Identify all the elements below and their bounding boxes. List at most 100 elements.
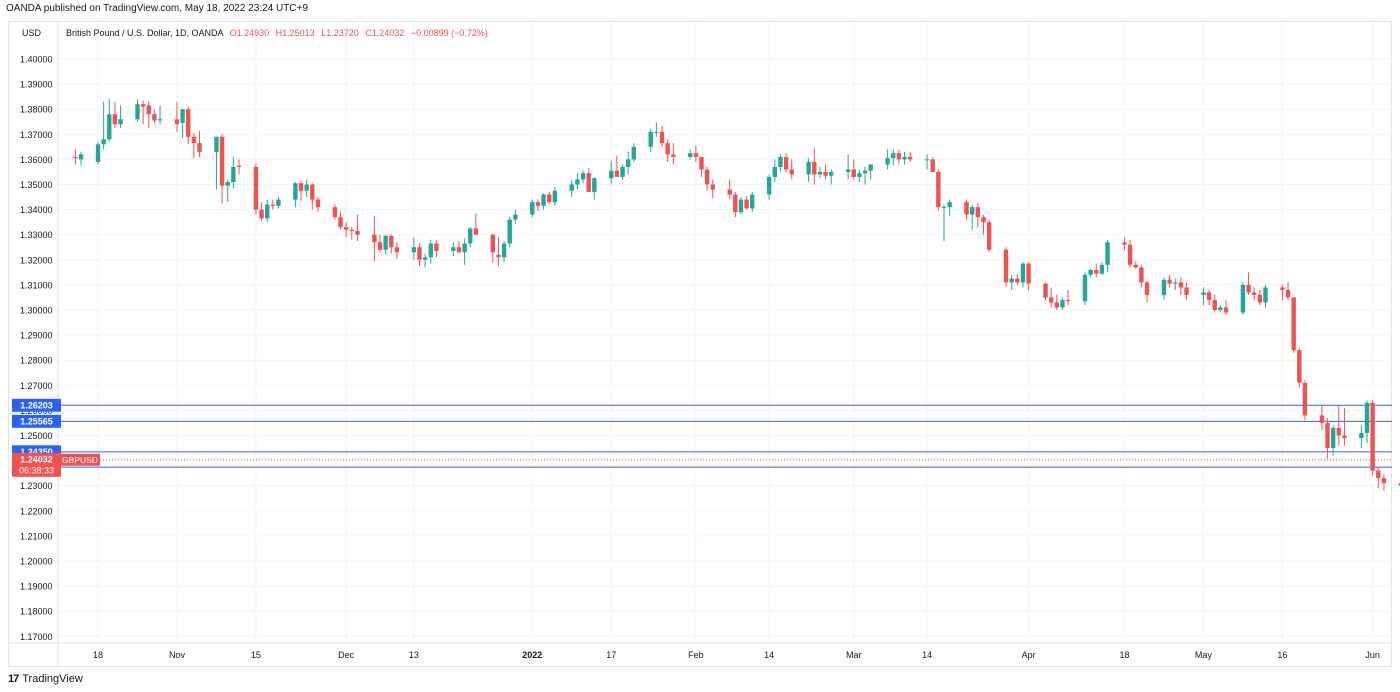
x-tick-label: Apr — [1022, 650, 1036, 660]
candle-body — [332, 207, 338, 218]
legend-open: O1.24930 — [230, 28, 270, 38]
x-tick-label: 18 — [1119, 650, 1129, 660]
candle-body — [253, 166, 259, 210]
candle-body — [1105, 242, 1110, 265]
candle-body — [1246, 284, 1251, 293]
candle-body — [270, 204, 276, 206]
candle-body — [140, 104, 146, 107]
candle-body — [806, 161, 811, 175]
y-tick-label: 1.18000 — [20, 607, 53, 617]
y-tick-label: 1.29000 — [20, 331, 53, 341]
candle-body — [174, 119, 180, 125]
candle-body — [862, 170, 868, 174]
candle-body — [648, 131, 653, 147]
candle-body — [845, 169, 851, 172]
candle-body — [1252, 292, 1257, 295]
candle-body — [146, 105, 151, 115]
tradingview-logo-icon: 17 — [8, 673, 19, 685]
candle-body — [1319, 415, 1325, 423]
candle-body — [1133, 264, 1138, 268]
candle-body — [575, 179, 580, 185]
y-tick-label: 1.34000 — [20, 205, 53, 215]
candles-layer — [73, 99, 1400, 491]
candle-body — [304, 184, 309, 191]
x-tick-label: May — [1195, 650, 1213, 660]
candle-body — [671, 154, 676, 157]
y-tick-label: 1.19000 — [20, 582, 53, 592]
candle-body — [631, 146, 636, 160]
x-tick-label: 14 — [922, 650, 932, 660]
x-tick-label: 15 — [251, 650, 261, 660]
candle-body — [1043, 283, 1048, 298]
candle-body — [693, 153, 699, 157]
candle-body — [1381, 478, 1387, 484]
candle-body — [377, 242, 383, 250]
candle-body — [417, 247, 422, 260]
y-tick-label: 1.32000 — [20, 255, 53, 265]
candle-body — [823, 171, 828, 176]
x-tick-label: 16 — [1277, 650, 1287, 660]
candle-body — [1218, 307, 1223, 310]
candle-body — [1127, 244, 1133, 265]
candle-body — [1088, 269, 1093, 275]
candle-body — [1398, 483, 1400, 486]
y-tick-label: 1.33000 — [20, 230, 53, 240]
candle-body — [930, 159, 935, 172]
y-tick-label: 1.17000 — [20, 632, 53, 642]
candle-body — [1094, 269, 1099, 274]
y-tick-label: 1.21000 — [20, 531, 53, 541]
candle-body — [95, 144, 101, 162]
x-tick-label: Feb — [688, 650, 704, 660]
candle-body — [1026, 263, 1031, 284]
symbol-tag-bg — [60, 453, 100, 466]
axis-layer: 1.40000 1.39000 1.38000 1.37000 1.36000 1.350… — [8, 22, 1392, 666]
candle-body — [236, 165, 242, 167]
candle-body — [1082, 274, 1088, 302]
tradingview-footer[interactable]: 17 TradingView — [8, 673, 83, 685]
x-tick-label: Nov — [169, 650, 186, 660]
candle-body — [710, 184, 715, 190]
candle-body — [1342, 435, 1347, 439]
candle-body — [738, 199, 744, 213]
candle-body — [851, 169, 856, 177]
legend-change: −0.00899 (−0.72%) — [411, 28, 488, 38]
candle-body — [817, 171, 823, 175]
candle-body — [1099, 264, 1105, 274]
candle-body — [659, 131, 665, 144]
chart-frame — [8, 21, 1392, 667]
candle-body — [1263, 287, 1268, 303]
horizontal-lines-layer — [58, 404, 1392, 468]
candle-body — [1285, 289, 1291, 298]
candle-body — [1370, 402, 1375, 471]
candle-body — [186, 109, 191, 137]
candle-body — [225, 181, 230, 186]
candle-body — [1009, 278, 1014, 283]
candle-body — [78, 154, 84, 160]
candle-body — [473, 228, 479, 235]
symbol-tag: GBPUSD — [62, 455, 98, 465]
hline-price-label: 1.24350 — [20, 447, 53, 457]
x-tick-label: Dec — [338, 650, 355, 660]
candle-body — [197, 143, 202, 152]
candle-body — [1178, 282, 1184, 288]
candle-body — [1065, 299, 1071, 302]
candle-body — [625, 159, 631, 167]
candle-body — [389, 235, 394, 248]
candle-body — [885, 158, 890, 165]
candle-body — [1212, 299, 1217, 310]
tradingview-brand: TradingView — [22, 673, 83, 685]
candle-body — [783, 156, 789, 170]
candle-body — [451, 247, 456, 252]
candle-body — [586, 173, 591, 193]
candle-body — [107, 114, 112, 140]
candle-body — [750, 194, 755, 209]
candle-body — [1184, 287, 1189, 295]
candle-body — [118, 119, 123, 125]
candle-body — [547, 194, 552, 203]
candle-body — [1280, 287, 1285, 290]
y-tick-label: 1.38000 — [20, 105, 53, 115]
candle-body — [744, 199, 749, 209]
candle-body — [665, 143, 670, 155]
candle-body — [191, 136, 197, 144]
